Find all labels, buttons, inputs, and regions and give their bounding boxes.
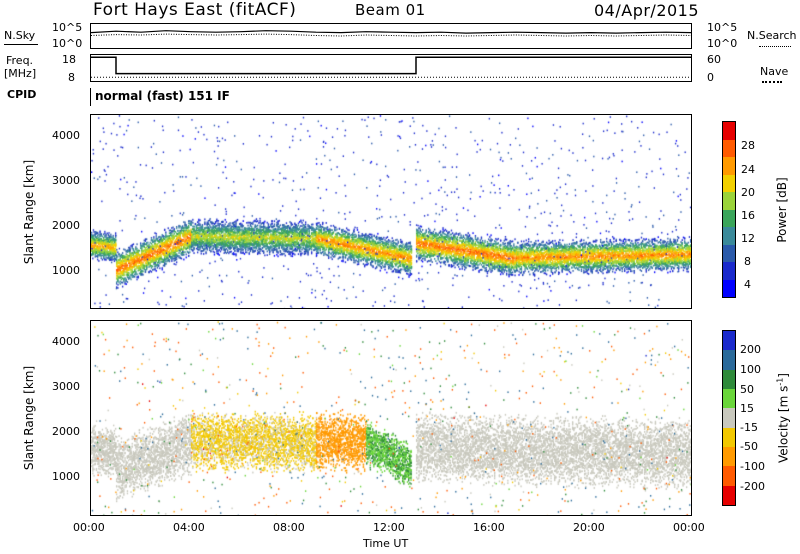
velocity-colorbar-swatch: [723, 446, 735, 467]
velocity-tick-m100: -100: [740, 460, 765, 473]
power-colorbar-swatch: [723, 279, 735, 297]
noise-label: N.Sky: [4, 29, 36, 42]
nave-tick-low: 0: [707, 71, 714, 84]
power-colorbar-swatch: [723, 157, 735, 175]
freq-label-2: [MHz]: [4, 67, 37, 80]
velocity-panel: [90, 320, 692, 516]
power-colorbar-swatch: [723, 244, 735, 262]
xtick-24: 00:00: [673, 521, 705, 534]
beam-title: Beam 01: [355, 1, 426, 19]
power-tick-4: 4: [744, 278, 751, 291]
power-ylabel: Slant Range [km]: [22, 159, 36, 265]
power-heatmap: [91, 115, 691, 308]
xtick-20: 20:00: [573, 521, 605, 534]
velocity-colorbar-swatch: [723, 369, 735, 389]
cpid-label: CPID: [7, 88, 37, 101]
date-title: 04/Apr/2015: [594, 1, 700, 20]
cpid-line: [90, 88, 91, 106]
noise-plot: [91, 30, 691, 37]
nave-underline: [762, 81, 782, 83]
power-tick-20: 20: [741, 186, 755, 199]
noise-tick-high-right: 10^5: [707, 21, 738, 34]
velocity-label-sup: -1: [775, 377, 785, 386]
noise-series-search: [91, 33, 691, 37]
power-ytick-4000: 4000: [52, 129, 80, 142]
power-colorbar-swatch: [723, 192, 735, 210]
velocity-colorbar-swatch: [723, 408, 735, 428]
velocity-heatmap: [91, 321, 691, 515]
noise-series-sky: [91, 30, 691, 34]
power-colorbar-swatch: [723, 122, 735, 140]
xtick-08: 08:00: [273, 521, 305, 534]
nave-label: Nave: [760, 65, 789, 78]
power-colorbar-swatch: [723, 262, 735, 280]
velocity-tick-200: 200: [740, 343, 761, 356]
velocity-tick-50: 50: [740, 383, 754, 396]
velocity-ylabel: Slant Range [km]: [22, 365, 36, 471]
station-title: Fort Hays East (fitACF): [93, 0, 297, 20]
xtick-04: 04:00: [173, 521, 205, 534]
frequency-panel: [90, 54, 692, 82]
velocity-colorbar-label: Velocity [m s-1]: [776, 373, 791, 463]
velocity-tick-m15: -15: [740, 421, 758, 434]
xtick-16: 16:00: [473, 521, 505, 534]
velocity-colorbar-swatch: [723, 350, 735, 370]
noise-panel: [90, 23, 692, 49]
power-colorbar-swatch: [723, 209, 735, 227]
noise-tick-high-left: 10^5: [52, 21, 83, 34]
cpid-mode: normal (fast) 151 IF: [95, 89, 230, 103]
velocity-ytick-1000: 1000: [52, 470, 80, 483]
power-tick-8: 8: [744, 255, 751, 268]
xtick-00: 00:00: [73, 521, 105, 534]
velocity-label-end: ]: [776, 373, 791, 378]
noise-search-underline: [759, 46, 791, 47]
frequency-plot: [91, 56, 691, 78]
noise-tick-low-left: 10^0: [52, 37, 83, 50]
noise-label-underline: [4, 44, 38, 45]
power-ytick-1000: 1000: [52, 264, 80, 277]
velocity-colorbar-swatch: [723, 331, 735, 351]
noise-tick-low-right: 10^0: [707, 37, 738, 50]
power-colorbar-swatch: [723, 174, 735, 192]
freq-tick-low: 8: [68, 71, 75, 84]
velocity-ytick-4000: 4000: [52, 335, 80, 348]
velocity-colorbar-swatch: [723, 485, 735, 505]
power-tick-16: 16: [741, 209, 755, 222]
velocity-tick-m50: -50: [740, 440, 758, 453]
velocity-colorbar-swatch: [723, 388, 735, 409]
velocity-ytick-3000: 3000: [52, 380, 80, 393]
xaxis-label: Time UT: [363, 537, 409, 550]
velocity-label-main: Velocity [m s: [776, 385, 791, 463]
power-tick-12: 12: [741, 232, 755, 245]
velocity-colorbar: [722, 330, 736, 506]
power-tick-24: 24: [741, 163, 755, 176]
power-tick-28: 28: [741, 139, 755, 152]
velocity-tick-100: 100: [740, 363, 761, 376]
power-colorbar: [722, 121, 736, 298]
velocity-tick-m200: -200: [740, 480, 765, 493]
velocity-colorbar-swatch: [723, 427, 735, 447]
power-colorbar-swatch: [723, 227, 735, 245]
velocity-tick-15: 15: [740, 402, 754, 415]
power-colorbar-label: Power [dB]: [775, 177, 789, 243]
frequency-series: [91, 56, 691, 75]
velocity-ytick-2000: 2000: [52, 425, 80, 438]
freq-tick-high: 18: [62, 53, 76, 66]
noise-search-label: N.Search: [747, 29, 797, 42]
xtick-12: 12:00: [373, 521, 405, 534]
power-colorbar-swatch: [723, 139, 735, 157]
power-panel: [90, 114, 692, 309]
nave-tick-high: 60: [707, 53, 721, 66]
power-ytick-2000: 2000: [52, 219, 80, 232]
velocity-colorbar-swatch: [723, 466, 735, 486]
freq-label-1: Freq.: [6, 54, 34, 67]
power-ytick-3000: 3000: [52, 174, 80, 187]
